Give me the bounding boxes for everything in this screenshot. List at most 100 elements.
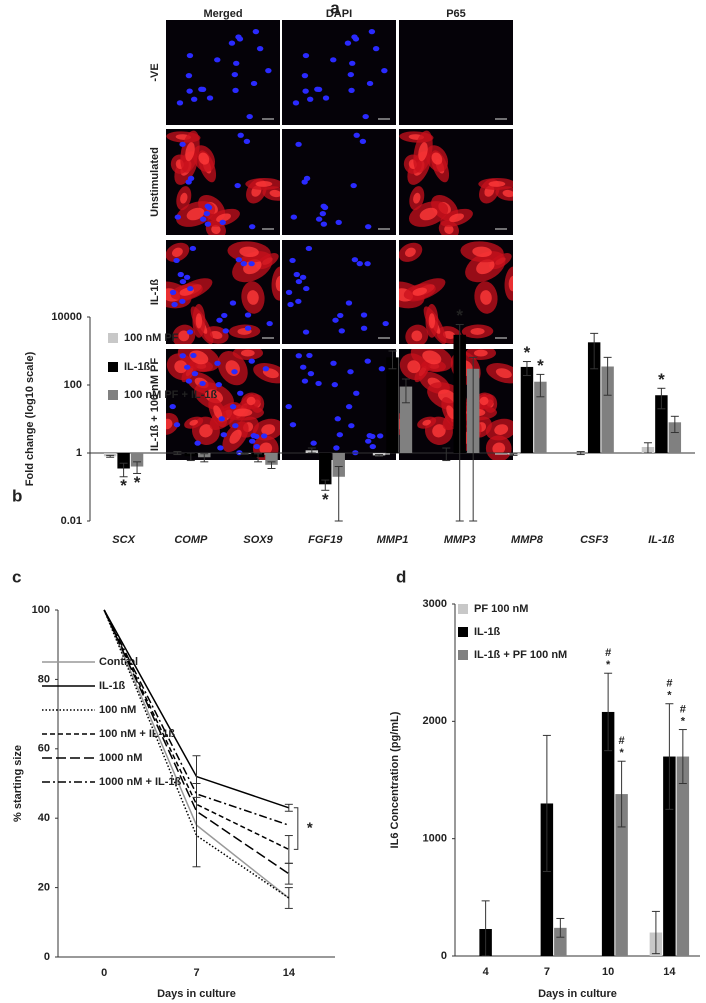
x-tick-label: 0: [101, 967, 107, 979]
nucleus: [315, 86, 323, 93]
legend-swatch: [458, 650, 468, 660]
nucleus: [218, 416, 225, 422]
cell-core: [174, 360, 188, 374]
nucleus: [191, 371, 199, 377]
significance-mark: *: [681, 715, 686, 727]
nucleus: [229, 300, 237, 306]
nucleus: [244, 312, 252, 318]
nucleus: [366, 433, 373, 439]
legend-label: 100 nM PF + IL-1ß: [124, 389, 217, 401]
cell-core: [195, 313, 203, 329]
nucleus: [303, 175, 311, 181]
nucleus: [349, 60, 356, 66]
legend-label: 100 nM: [99, 704, 136, 716]
nucleus: [190, 96, 198, 102]
micrograph: [399, 20, 513, 125]
micrograph: [399, 240, 513, 344]
nucleus: [250, 80, 258, 87]
nucleus: [331, 382, 339, 388]
x-axis-label: Days in culture: [538, 988, 617, 1000]
micrograph: [282, 20, 396, 125]
legend-swatch: [108, 333, 118, 343]
legend-label: 1000 nM + IL-1ß: [99, 776, 182, 788]
nucleus: [295, 298, 302, 304]
micrograph: [282, 240, 396, 344]
nucleus: [306, 96, 314, 102]
cell-core: [229, 429, 242, 444]
nucleus: [378, 366, 386, 372]
cell-core: [166, 418, 173, 430]
bar: [265, 453, 278, 465]
nucleus: [348, 423, 355, 429]
cell-core: [172, 247, 183, 257]
cell-core: [211, 224, 221, 235]
cell-core: [246, 396, 256, 406]
nucleus: [203, 211, 211, 217]
panel-label: a: [330, 0, 340, 17]
bar: [676, 756, 690, 956]
nucleus: [250, 433, 257, 439]
nucleus: [372, 46, 380, 52]
micrograph: [399, 129, 513, 235]
panel-label: d: [396, 567, 406, 586]
nucleus: [360, 325, 368, 331]
y-tick-label: 80: [38, 673, 50, 685]
line: [103, 609, 290, 875]
cell-core: [185, 142, 195, 162]
cell-core: [470, 327, 485, 335]
nucleus: [265, 68, 272, 74]
nucleus: [232, 87, 239, 93]
micrograph: [282, 349, 396, 460]
nucleus: [205, 204, 213, 211]
y-axis-label: IL6 Concentration (pg/mL): [389, 711, 401, 848]
nucleus: [262, 366, 270, 372]
y-tick-label: 10000: [51, 311, 82, 323]
x-tick-label: 14: [663, 966, 676, 978]
y-tick-label: 100: [64, 379, 82, 391]
nucleus: [332, 317, 339, 323]
bar: [655, 395, 668, 453]
nucleus: [347, 369, 354, 375]
cell-core: [432, 424, 446, 438]
nucleus: [345, 300, 353, 306]
nucleus: [335, 219, 342, 225]
bar: [130, 453, 144, 467]
bar: [117, 453, 130, 469]
row-label: Unstimulated: [149, 147, 161, 217]
nucleus: [249, 438, 256, 444]
nucleus: [289, 422, 297, 428]
nucleus: [347, 71, 355, 78]
nucleus: [382, 320, 389, 327]
cell-core: [407, 360, 421, 374]
x-tick-label: 7: [544, 966, 550, 978]
legend-label: IL-1ß: [99, 680, 126, 692]
cell-core: [180, 192, 188, 204]
image-background: [399, 20, 513, 125]
nucleus: [217, 445, 224, 451]
cell-core: [480, 290, 492, 305]
x-tick-label: 14: [283, 967, 296, 979]
cell-core: [275, 275, 280, 292]
cell-core: [405, 247, 416, 257]
nucleus: [229, 404, 237, 410]
nucleus: [369, 443, 377, 450]
nucleus: [330, 57, 337, 63]
column-header: Merged: [203, 8, 242, 20]
nucleus: [231, 369, 238, 375]
x-tick-label: 7: [193, 967, 199, 979]
x-tick-label: MMP8: [511, 534, 544, 546]
bar: [668, 422, 682, 453]
panel-label: b: [12, 486, 22, 505]
nucleus: [237, 390, 244, 396]
nucleus: [243, 138, 251, 144]
panel-label: c: [12, 567, 21, 586]
nucleus: [235, 257, 243, 263]
legend-label: IL-1ß: [124, 361, 151, 373]
nucleus: [364, 261, 371, 267]
y-tick-label: 60: [38, 743, 50, 755]
x-tick-label: SOX9: [243, 534, 273, 546]
y-axis-label: Fold change (log10 scale): [24, 351, 36, 486]
y-tick-label: 1: [76, 447, 82, 459]
nucleus: [179, 298, 186, 304]
cell-core: [186, 207, 205, 221]
